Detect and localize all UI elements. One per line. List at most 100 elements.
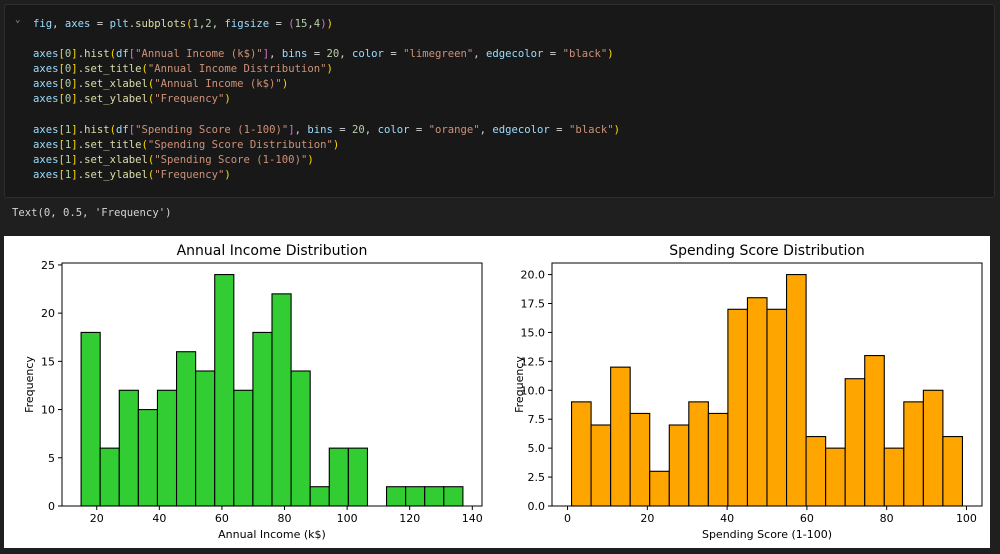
- x-tick-label: 140: [462, 512, 483, 525]
- x-axis-label: Annual Income (k$): [218, 528, 326, 541]
- code-token: [: [128, 48, 136, 61]
- code-token: ,: [307, 18, 314, 30]
- x-axis-label: Spending Score (1-100): [702, 528, 832, 541]
- histogram-bar: [942, 436, 964, 507]
- figure-canvas: 20 40 60 80 100 120 140 0 5 10 15 20 25 Annual Income…: [23, 243, 983, 541]
- code-token: ,: [339, 48, 353, 61]
- code-token: axes: [33, 78, 59, 91]
- x-tick-label: 20: [90, 512, 104, 525]
- histogram-bar: [668, 424, 690, 507]
- code-token: [: [58, 138, 65, 151]
- y-tick-label: 5.0: [528, 442, 546, 455]
- code-token: bins: [281, 48, 308, 61]
- code-token: .: [77, 78, 85, 91]
- histogram-bar: [864, 355, 885, 507]
- code-token: =: [549, 123, 569, 136]
- y-tick-label: 20.0: [521, 269, 546, 282]
- code-token: ,: [52, 18, 65, 30]
- code-token: .: [77, 123, 85, 136]
- code-token: [: [58, 153, 65, 166]
- code-token: ): [281, 78, 289, 91]
- code-line: axes[0].set_xlabel("Annual Income (k$)"): [33, 77, 620, 92]
- y-tick-label: 7.5: [528, 413, 546, 426]
- code-token: ): [326, 18, 333, 30]
- code-token: [: [58, 63, 65, 76]
- code-line: axes[0].set_ylabel("Frequency"): [33, 92, 620, 107]
- histogram-bar: [649, 470, 670, 507]
- x-tick-label: 60: [215, 512, 229, 525]
- histogram-bar: [214, 274, 235, 507]
- x-tick-label: 0: [564, 512, 571, 525]
- histogram-bar: [328, 447, 349, 507]
- code-token: "Annual Income (k$)": [154, 78, 282, 91]
- histogram-bar: [922, 389, 944, 507]
- code-editor[interactable]: fig, axes = plt.subplots(1,2, figsize = …: [33, 17, 620, 183]
- chart-title: Spending Score Distribution: [669, 243, 865, 259]
- x-tick-label: 60: [800, 512, 814, 525]
- code-token: ): [224, 168, 231, 181]
- code-line: axes[0].hist(df["Annual Income (k$)"], b…: [33, 47, 620, 62]
- histogram-bar: [347, 447, 369, 507]
- x-tick-label: 80: [278, 512, 292, 525]
- histogram-bar: [805, 436, 827, 507]
- code-token: (: [141, 63, 148, 76]
- code-token: ,: [211, 18, 225, 30]
- code-token: .: [77, 153, 85, 166]
- code-token: ,: [269, 48, 282, 61]
- histogram-bar: [80, 331, 101, 507]
- code-cell[interactable]: ⌄ fig, axes = plt.subplots(1,2, figsize …: [4, 4, 995, 198]
- code-token: .: [77, 48, 85, 61]
- y-tick-label: 15: [41, 355, 55, 368]
- code-token: ]: [71, 138, 78, 151]
- code-token: edgecolor: [492, 123, 550, 136]
- x-tick-label: 40: [720, 512, 734, 525]
- axes-frame: [61, 262, 483, 507]
- code-token: set_ylabel: [84, 93, 148, 106]
- x-tick-label: 120: [399, 512, 420, 525]
- code-line: axes[0].set_title("Annual Income Distrib…: [33, 62, 620, 77]
- x-tick-label: 20: [640, 512, 654, 525]
- histogram-bar: [746, 297, 768, 507]
- code-token: ]: [71, 153, 78, 166]
- code-token: 0: [64, 93, 72, 106]
- x-tick-label: 80: [880, 512, 894, 525]
- code-token: axes: [33, 153, 59, 166]
- code-token: color: [352, 48, 384, 61]
- histogram-bar: [688, 401, 709, 507]
- y-tick-label: 10.0: [521, 384, 546, 397]
- y-tick-label: 12.5: [521, 355, 546, 368]
- histogram-bar: [309, 486, 330, 507]
- code-token: set_xlabel: [84, 78, 148, 91]
- code-token: axes: [33, 63, 59, 76]
- code-token: (: [186, 18, 193, 30]
- histogram-bar: [590, 424, 612, 507]
- code-token: .: [77, 63, 85, 76]
- histogram-bar: [118, 389, 139, 507]
- code-token: "Spending Score (1-100)": [135, 123, 289, 136]
- histogram-bar: [785, 274, 807, 507]
- code-token: (: [141, 138, 148, 151]
- histogram-bar: [290, 370, 311, 507]
- code-token: hist: [84, 48, 110, 61]
- code-line: [33, 108, 620, 123]
- code-token: ): [320, 18, 327, 30]
- axes-frame: [551, 262, 983, 507]
- histogram-bar: [252, 331, 273, 507]
- x-tick-label: 100: [337, 512, 358, 525]
- code-token: [: [58, 123, 65, 136]
- histogram-bar: [727, 308, 749, 507]
- code-token: "orange": [428, 123, 480, 136]
- y-tick-label: 17.5: [521, 298, 546, 311]
- collapse-chevron-icon[interactable]: ⌄: [15, 15, 21, 25]
- code-token: "black": [568, 123, 614, 136]
- code-token: 1: [64, 138, 72, 151]
- code-token: "Annual Income (k$)": [135, 48, 263, 61]
- histogram-bar: [443, 486, 464, 507]
- code-token: .: [128, 18, 136, 30]
- code-token: axes: [33, 123, 59, 136]
- code-token: 20: [352, 123, 365, 136]
- code-token: df: [115, 123, 129, 136]
- code-token: ,: [473, 48, 487, 61]
- code-token: .: [77, 138, 85, 151]
- histogram-bar: [844, 378, 866, 507]
